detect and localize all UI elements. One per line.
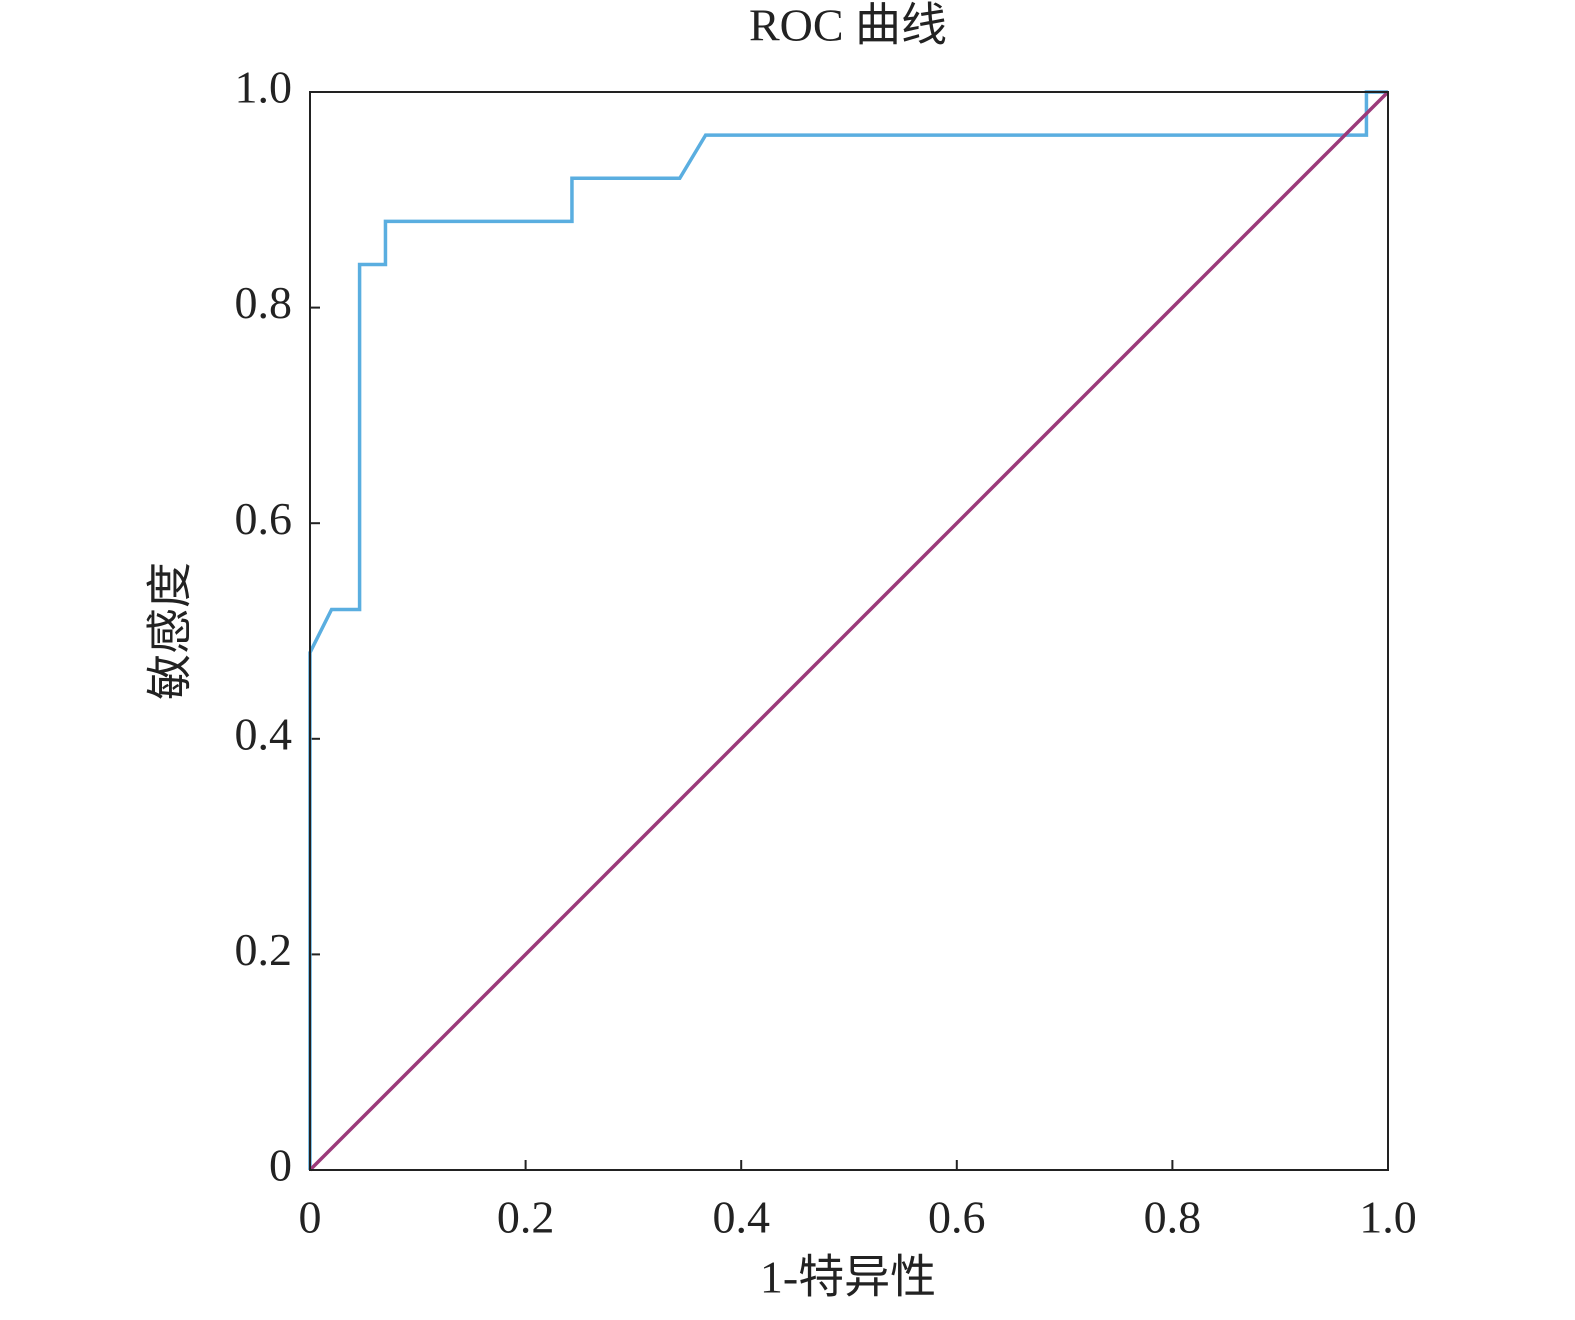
y-tick-label: 0.4 <box>235 708 293 759</box>
y-tick-label: 0.6 <box>235 493 293 544</box>
roc-line <box>308 90 1388 1170</box>
x-tick-label: 0 <box>299 1192 322 1243</box>
x-tick-label: 0.8 <box>1144 1192 1202 1243</box>
x-tick-label: 0.2 <box>497 1192 555 1243</box>
x-tick-label: 1.0 <box>1359 1192 1417 1243</box>
y-axis-label: 敏感度 <box>145 562 196 700</box>
y-tick-label: 0 <box>269 1140 292 1191</box>
x-tick-label: 0.4 <box>712 1192 770 1243</box>
y-tick-label: 0.8 <box>235 277 293 328</box>
chart-title: ROC 曲线 <box>749 0 947 51</box>
y-tick-label: 0.2 <box>235 924 293 975</box>
roc-line <box>308 90 1390 1172</box>
x-axis-label: 1-特异性 <box>760 1252 936 1303</box>
y-tick-label: 1.0 <box>235 62 293 113</box>
x-tick-label: 0.6 <box>928 1192 986 1243</box>
plot-frame <box>309 91 1389 1171</box>
